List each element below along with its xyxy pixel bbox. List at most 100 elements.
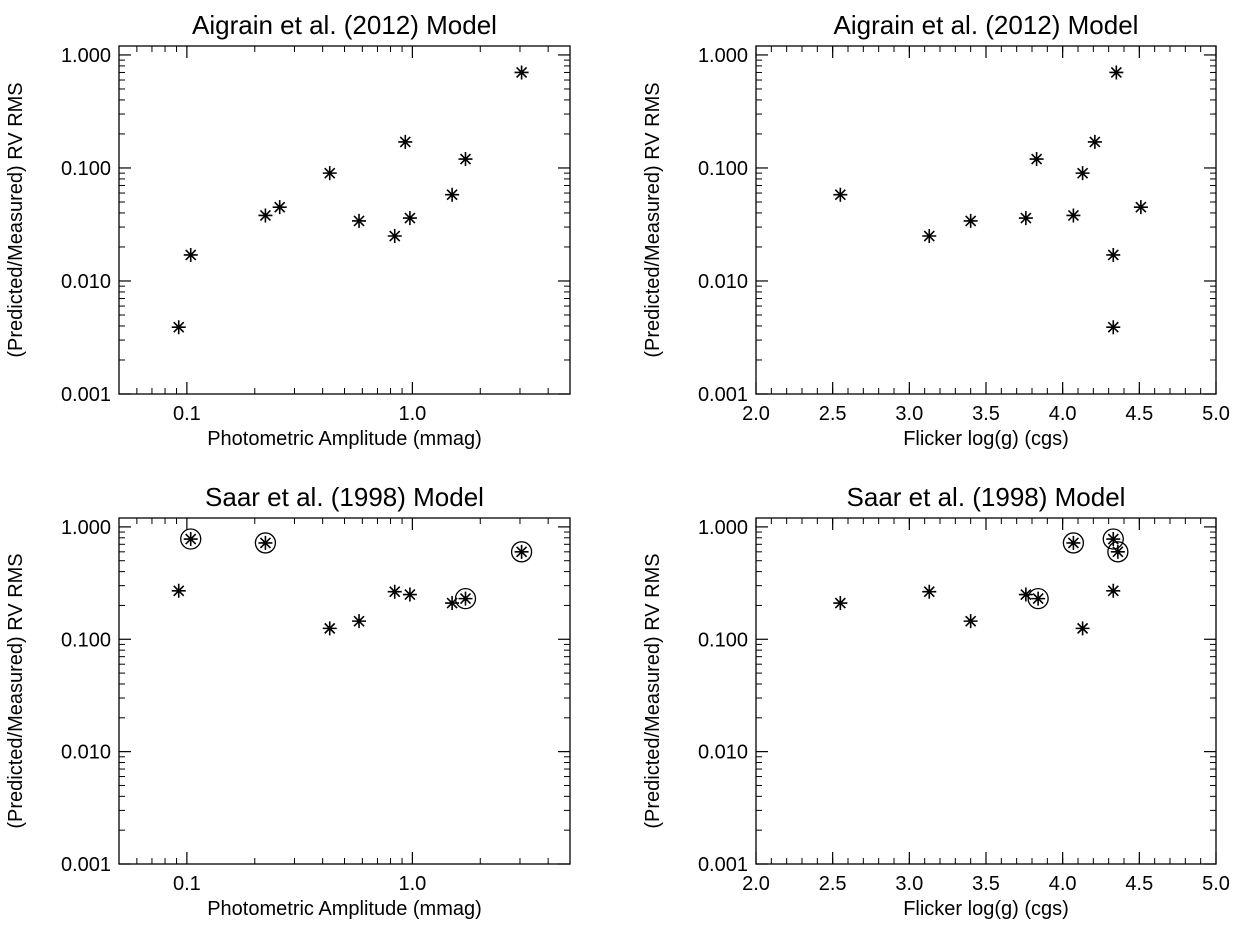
data-point-circled <box>1107 541 1129 563</box>
asterisk-marker <box>922 584 937 599</box>
data-point <box>922 229 937 244</box>
x-tick-label: 2.5 <box>819 403 847 425</box>
data-point <box>183 247 198 262</box>
data-point-circled <box>1027 587 1049 610</box>
x-tick-label: 5.0 <box>1202 403 1230 425</box>
y-tick-label: 0.100 <box>61 629 111 651</box>
data-point <box>258 208 273 223</box>
data-point <box>1018 211 1033 226</box>
circle-marker <box>1062 532 1085 554</box>
asterisk-marker <box>402 587 417 602</box>
asterisk-marker <box>1106 320 1121 335</box>
circle-marker <box>180 528 202 550</box>
circle-marker <box>254 532 277 554</box>
asterisk-marker <box>963 614 978 629</box>
asterisk-marker <box>1087 134 1102 149</box>
chart-panel-1: 0.001 0.010 0.100 1.000 0.1 1.0 Aigrain et al.… <box>5 10 571 450</box>
asterisk-marker <box>322 621 337 636</box>
y-axis-label: (Predicted/Measured) RV RMS <box>642 553 664 828</box>
x-axis-label: Flicker log(g) (cgs) <box>903 428 1069 450</box>
y-tick-label: 0.010 <box>61 742 111 764</box>
x-tick-label: 4.5 <box>1125 403 1153 425</box>
chart-title: Saar et al. (1998) Model <box>205 482 484 512</box>
data-point-circled <box>510 541 533 563</box>
y-tick-label: 0.001 <box>698 384 748 406</box>
asterisk-marker <box>963 213 978 228</box>
asterisk-marker <box>1109 65 1124 80</box>
data-point <box>322 166 337 181</box>
circle-marker <box>1027 587 1049 610</box>
asterisk-marker <box>171 583 186 598</box>
y-axis-label: (Predicted/Measured) RV RMS <box>642 82 664 357</box>
y-tick-label: 0.010 <box>698 742 748 764</box>
asterisk-marker <box>1106 247 1121 262</box>
asterisk-marker <box>258 535 273 550</box>
data-point <box>1075 621 1090 636</box>
asterisk-marker <box>352 213 367 228</box>
asterisk-marker <box>922 229 937 244</box>
circle-marker <box>1107 541 1129 563</box>
y-axis-label: (Predicted/Measured) RV RMS <box>5 82 27 357</box>
data-point <box>352 614 367 629</box>
asterisk-marker <box>272 200 287 215</box>
x-tick-label: 1.0 <box>398 873 426 895</box>
data-point <box>387 229 402 244</box>
chart-panel-2: 0.001 0.010 0.100 1.000 2.0 2.5 3.0 3.5 4.0 4.5 5.… <box>642 10 1230 450</box>
data-point <box>458 152 473 167</box>
asterisk-marker <box>387 584 402 599</box>
data-point <box>171 320 186 335</box>
circle-marker <box>510 541 533 563</box>
plot-frame <box>118 45 571 395</box>
data-point <box>833 187 848 202</box>
data-point <box>833 596 848 611</box>
x-tick-label: 4.0 <box>1049 403 1077 425</box>
asterisk-marker <box>1106 583 1121 598</box>
x-tick-label: 4.0 <box>1049 873 1077 895</box>
data-point-circled <box>1062 532 1085 554</box>
asterisk-marker <box>458 591 473 606</box>
circle-marker <box>1102 528 1124 550</box>
data-point <box>445 187 460 202</box>
data-point-circled <box>180 528 202 550</box>
data-point <box>1133 200 1148 215</box>
asterisk-marker <box>1110 544 1125 559</box>
asterisk-marker <box>1106 532 1121 547</box>
asterisk-marker <box>398 134 413 149</box>
x-axis-label: Photometric Amplitude (mmag) <box>207 428 482 450</box>
data-point <box>963 213 978 228</box>
y-tick-label: 0.001 <box>61 854 111 876</box>
asterisk-marker <box>445 187 460 202</box>
y-tick-label: 0.100 <box>698 629 748 651</box>
chart-title: Aigrain et al. (2012) Model <box>192 10 497 40</box>
asterisk-marker <box>1075 621 1090 636</box>
asterisk-marker <box>1018 587 1033 602</box>
x-tick-label: 4.5 <box>1125 873 1153 895</box>
asterisk-marker <box>1029 152 1044 167</box>
data-point <box>922 584 937 599</box>
data-point <box>1018 587 1033 602</box>
plot-frame <box>118 517 571 865</box>
data-point <box>1087 134 1102 149</box>
plot-frame <box>755 517 1217 865</box>
asterisk-marker <box>1066 535 1081 550</box>
data-point <box>963 614 978 629</box>
asterisk-marker <box>1066 208 1081 223</box>
chart-title: Saar et al. (1998) Model <box>847 482 1126 512</box>
data-point <box>1029 152 1044 167</box>
data-point <box>398 134 413 149</box>
data-point <box>171 583 186 598</box>
x-tick-label: 1.0 <box>398 403 426 425</box>
data-point <box>402 587 417 602</box>
data-point <box>322 621 337 636</box>
data-point <box>445 596 460 611</box>
asterisk-marker <box>1133 200 1148 215</box>
asterisk-marker <box>514 544 529 559</box>
data-point <box>1075 166 1090 181</box>
asterisk-marker <box>402 211 417 226</box>
asterisk-marker <box>258 208 273 223</box>
y-tick-label: 1.000 <box>61 517 111 539</box>
y-tick-label: 0.100 <box>61 158 111 180</box>
y-tick-label: 1.000 <box>698 517 748 539</box>
y-tick-label: 0.010 <box>698 271 748 293</box>
data-point-circled <box>454 587 477 610</box>
